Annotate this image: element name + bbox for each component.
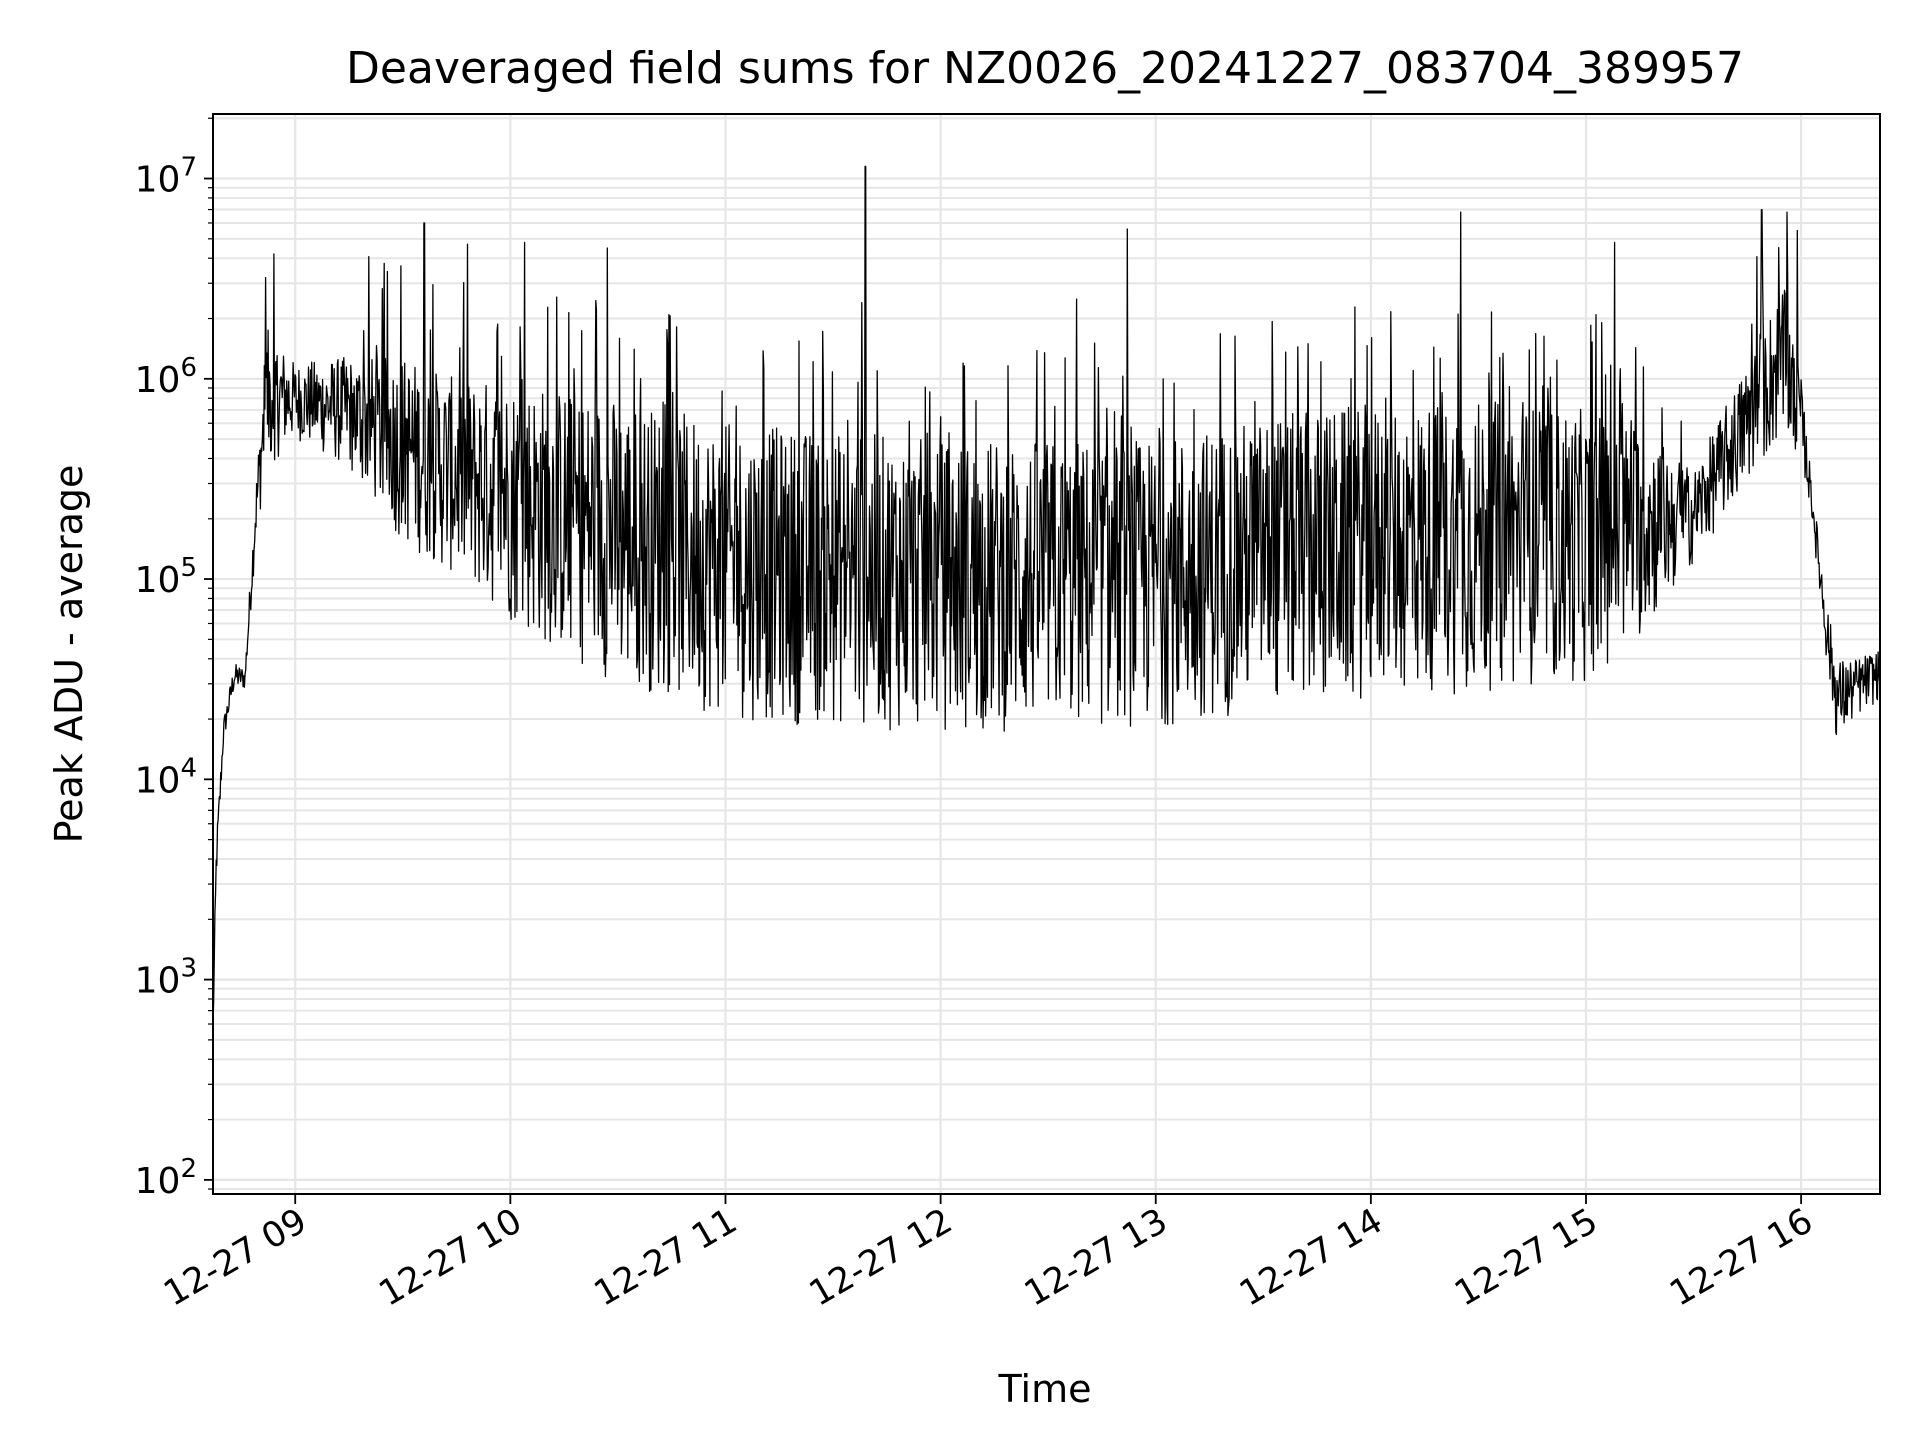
data-layer <box>212 165 1881 1024</box>
y-axis-label: Peak ADU - average <box>47 465 91 844</box>
y-tick-label: 104 <box>135 753 197 801</box>
series-line <box>212 165 1881 1024</box>
y-tick-label: 103 <box>135 954 197 1002</box>
y-tick-label: 106 <box>135 353 197 401</box>
chart-title: Deaveraged field sums for NZ0026_2024122… <box>346 43 1744 94</box>
y-tick-label: 107 <box>135 153 197 201</box>
x-axis-label: Time <box>998 1367 1092 1411</box>
plot-frame <box>212 113 1881 1195</box>
y-tick-label: 105 <box>135 553 197 601</box>
y-tick-label: 102 <box>135 1154 197 1202</box>
